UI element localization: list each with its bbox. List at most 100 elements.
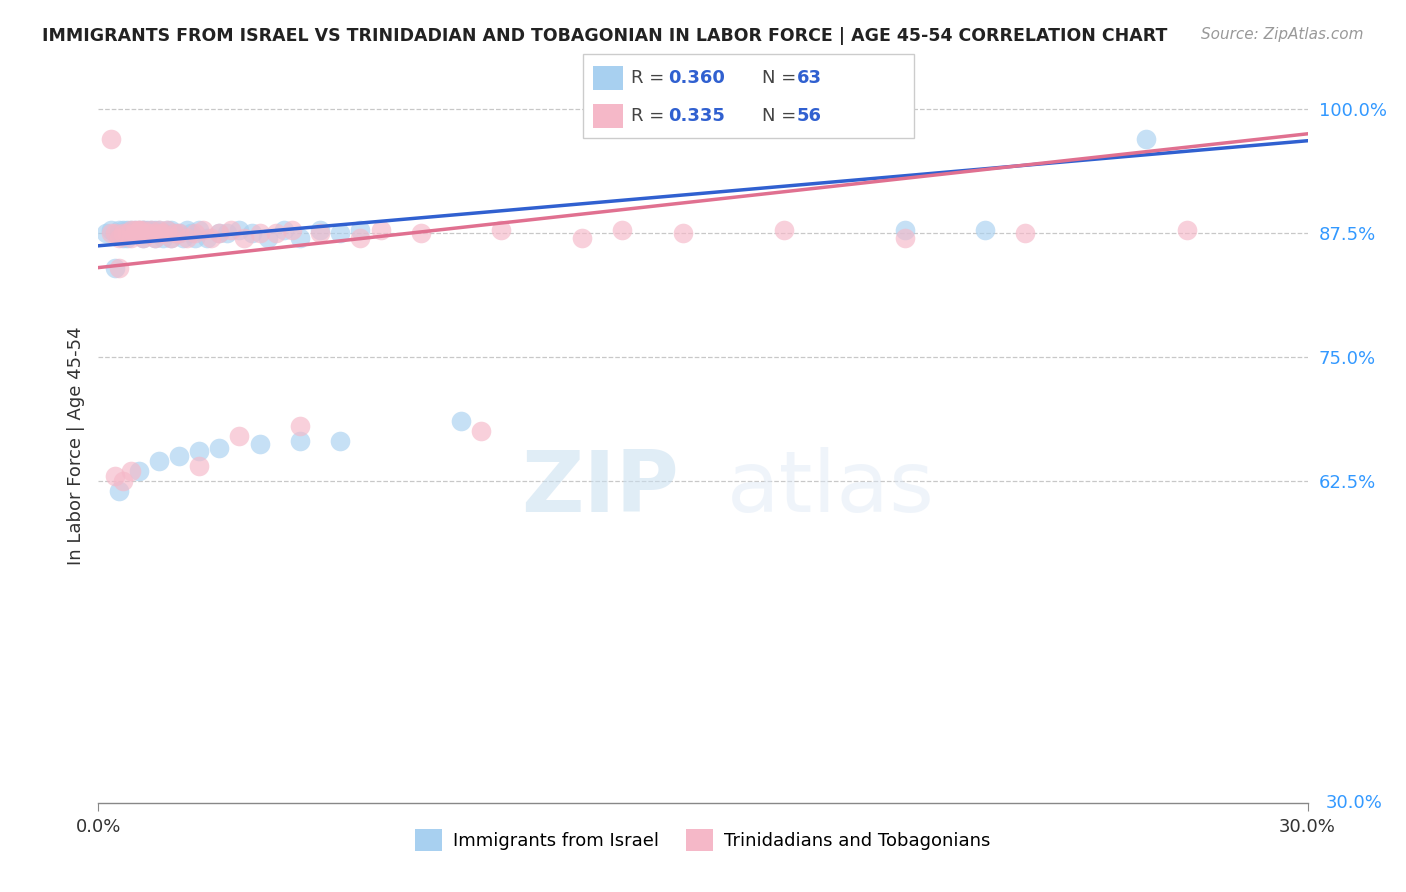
Point [139, 223, 162, 237]
Point [163, 226, 186, 240]
Text: IMMIGRANTS FROM ISRAEL VS TRINIDADIAN AND TOBAGONIAN IN LABOR FORCE | AGE 45-54 : IMMIGRANTS FROM ISRAEL VS TRINIDADIAN AN… [42, 27, 1167, 45]
Point [163, 226, 186, 240]
Point [115, 226, 138, 240]
FancyBboxPatch shape [593, 104, 623, 128]
Point [329, 434, 352, 448]
Point [288, 434, 311, 448]
Point [107, 260, 129, 275]
Point [974, 223, 997, 237]
Point [111, 226, 134, 240]
Point [135, 226, 157, 240]
Point [772, 223, 794, 237]
Point [132, 223, 155, 237]
Point [256, 231, 278, 245]
FancyBboxPatch shape [593, 66, 623, 90]
Point [143, 231, 166, 245]
Point [139, 223, 162, 237]
Point [124, 226, 146, 240]
Point [111, 474, 134, 488]
Point [148, 454, 170, 468]
Point [309, 223, 332, 237]
Point [288, 231, 311, 245]
Point [249, 437, 271, 451]
Point [115, 231, 138, 245]
Point [103, 260, 125, 275]
Text: atlas: atlas [727, 447, 935, 531]
Point [128, 464, 150, 478]
Point [167, 226, 190, 240]
Text: 30.0%: 30.0% [1326, 794, 1382, 812]
Point [128, 223, 150, 237]
Point [107, 231, 129, 245]
Point [148, 226, 170, 240]
Point [120, 226, 142, 240]
Point [232, 231, 254, 245]
Point [612, 223, 634, 237]
Point [128, 226, 150, 240]
Point [208, 226, 231, 240]
Point [228, 429, 250, 443]
Point [148, 223, 170, 237]
Point [128, 226, 150, 240]
Point [309, 226, 332, 240]
Point [135, 223, 157, 237]
Point [139, 226, 162, 240]
Point [264, 226, 287, 240]
Point [103, 468, 125, 483]
Point [273, 223, 295, 237]
Point [450, 414, 472, 428]
Point [132, 231, 155, 245]
Point [176, 223, 198, 237]
Point [128, 226, 150, 240]
Text: R =: R = [631, 69, 671, 87]
Point [96, 226, 118, 240]
Point [893, 231, 915, 245]
Point [195, 231, 218, 245]
Point [132, 223, 155, 237]
Point [100, 223, 122, 237]
Point [409, 226, 432, 240]
Point [120, 223, 142, 237]
Point [143, 231, 166, 245]
Point [148, 223, 170, 237]
Point [100, 226, 122, 240]
Point [672, 226, 695, 240]
Point [111, 231, 134, 245]
Point [128, 223, 150, 237]
Point [188, 458, 211, 473]
Point [249, 226, 271, 240]
Text: 63: 63 [797, 69, 821, 87]
FancyBboxPatch shape [583, 54, 914, 138]
Point [221, 223, 243, 237]
Point [228, 223, 250, 237]
Text: N =: N = [762, 69, 801, 87]
Point [470, 424, 492, 438]
Point [167, 226, 190, 240]
Point [184, 231, 207, 245]
Point [120, 464, 142, 478]
Point [491, 223, 513, 237]
Point [160, 231, 183, 245]
Point [184, 226, 207, 240]
Point [143, 223, 166, 237]
Point [349, 231, 371, 245]
Point [148, 226, 170, 240]
Point [120, 231, 142, 245]
Point [124, 226, 146, 240]
Legend: Immigrants from Israel, Trinidadians and Tobagonians: Immigrants from Israel, Trinidadians and… [408, 822, 998, 858]
Point [893, 223, 915, 237]
Text: ZIP: ZIP [522, 447, 679, 531]
Point [200, 231, 222, 245]
Point [208, 441, 231, 455]
Point [172, 231, 194, 245]
Point [107, 483, 129, 498]
Point [188, 444, 211, 458]
Point [128, 223, 150, 237]
Point [281, 223, 304, 237]
Point [1014, 226, 1036, 240]
Point [208, 226, 231, 240]
Point [100, 132, 122, 146]
Point [152, 226, 174, 240]
Point [135, 226, 157, 240]
Text: 0.360: 0.360 [668, 69, 724, 87]
